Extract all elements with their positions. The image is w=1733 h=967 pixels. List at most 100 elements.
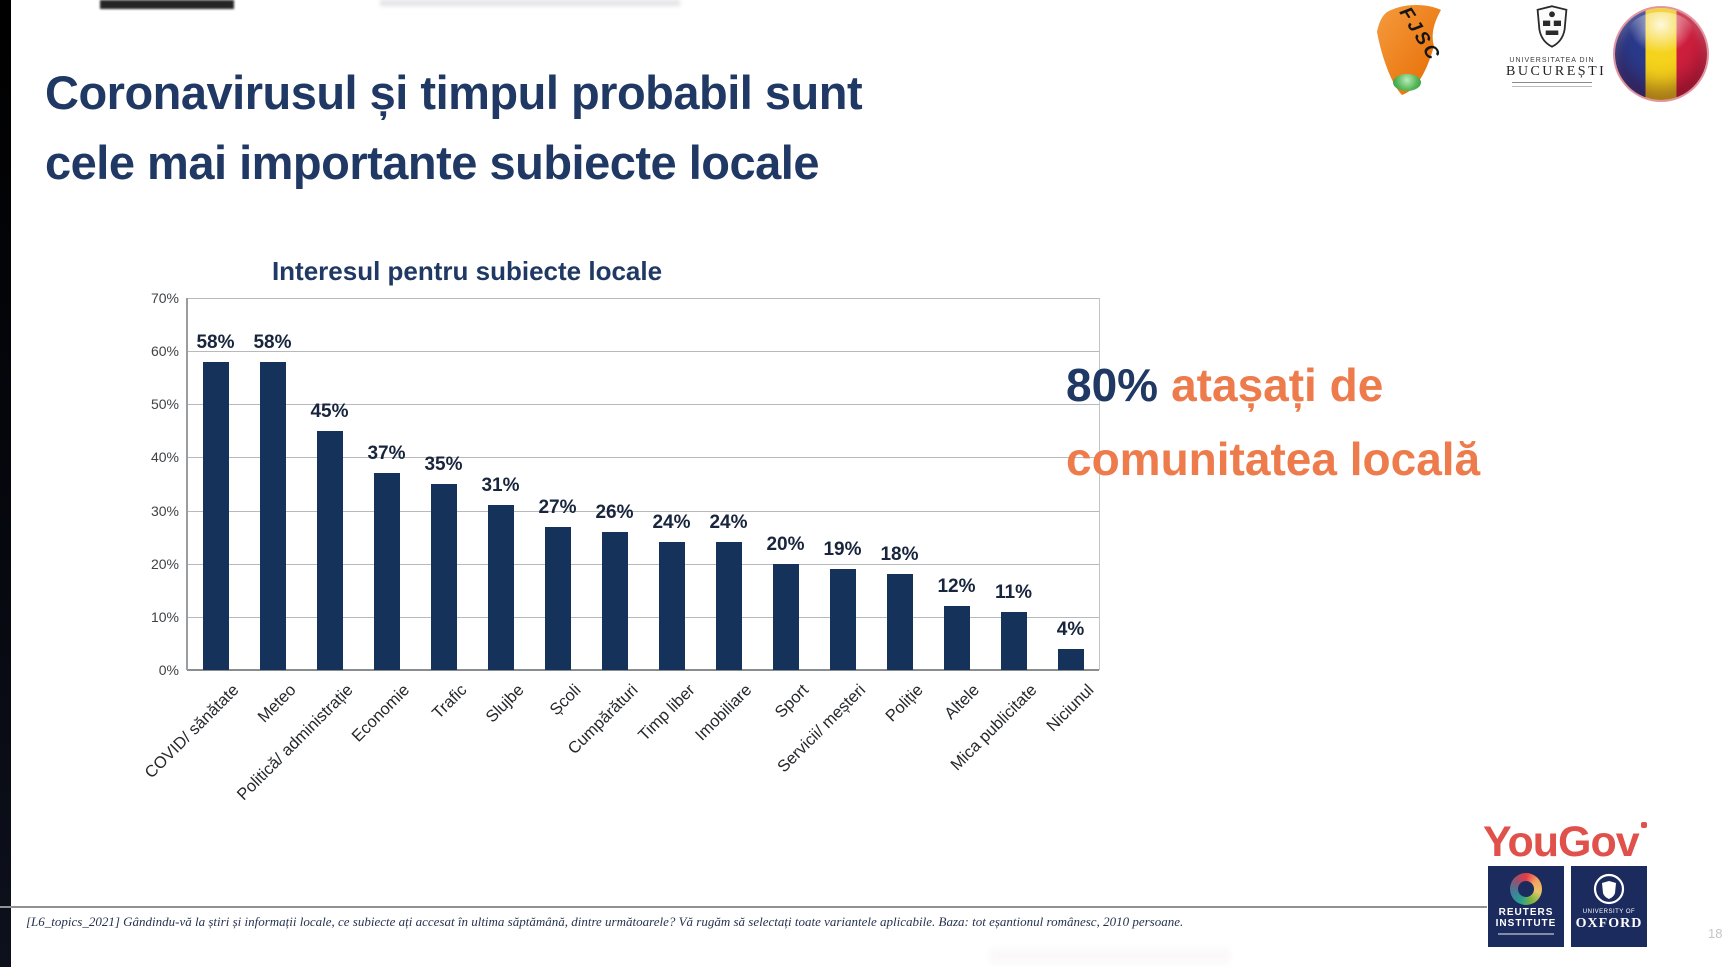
top-edge-artifact: [380, 0, 680, 6]
bar: [715, 542, 742, 670]
value-label: 24%: [652, 512, 691, 534]
value-label: 24%: [709, 512, 748, 534]
yougov-wordmark: YouGov: [1483, 818, 1640, 866]
x-axis-label: Trafic: [428, 681, 471, 723]
reuters-institute-logo: REUTERS INSTITUTE: [1488, 866, 1564, 947]
bar: [886, 574, 913, 670]
bar: [658, 542, 685, 670]
fjsc-green-dot: [1393, 74, 1421, 91]
chart-title: Interesul pentru subiecte locale: [271, 256, 663, 286]
callout-line1: 80% atașați de: [1066, 348, 1480, 422]
bar: [1000, 611, 1027, 670]
value-label: 12%: [937, 576, 976, 598]
yougov-registered-mark: [1640, 822, 1647, 828]
yougov-logo: YouGov: [1483, 818, 1647, 867]
bar: [430, 484, 457, 670]
value-label: 45%: [310, 400, 349, 422]
page-number: 18: [1708, 926, 1723, 941]
university-logo-rule: [1512, 82, 1592, 87]
x-axis-label: Imobiliare: [691, 681, 756, 745]
gridline: [187, 457, 1099, 459]
university-crest-icon: [1536, 5, 1568, 48]
value-label: 31%: [481, 475, 520, 497]
gridline: [187, 298, 1099, 299]
oxford-label-line1: UNIVERSITY OF: [1582, 909, 1636, 915]
slide-title-line1: Coronavirusul și timpul probabil sunt: [45, 66, 863, 119]
x-axis-label: Poliție: [881, 681, 927, 726]
y-axis-line: [186, 298, 188, 670]
bar: [373, 473, 400, 670]
value-label: 19%: [823, 539, 862, 561]
value-label: 35%: [424, 454, 463, 475]
gridline: [187, 563, 1099, 565]
bar: [829, 569, 856, 670]
x-axis-label: Economie: [348, 681, 414, 746]
bar: [544, 526, 571, 670]
value-label: 18%: [880, 544, 919, 566]
x-axis-label: Meteo: [254, 681, 300, 727]
footnote: [L6_topics_2021] Gândindu-vă la știri și…: [26, 914, 1184, 929]
value-label: 11%: [995, 581, 1032, 603]
bar: [772, 563, 799, 670]
university-bucharest-logo: UNIVERSITATEA DIN BUCUREȘTI: [1506, 2, 1607, 94]
y-axis-label: 40%: [150, 449, 179, 466]
callout-percentage: 80%: [1066, 359, 1159, 411]
bar: [943, 606, 970, 670]
bar: [487, 505, 514, 670]
reuters-logo-rule: [1498, 933, 1554, 935]
reuters-globe-icon: [1510, 873, 1542, 905]
top-edge-artifact: [100, 0, 234, 9]
fjsc-flame-shape: [1377, 5, 1441, 95]
callout-text-line1: atașați de: [1171, 359, 1384, 411]
reuters-label-line1: REUTERS: [1498, 907, 1554, 918]
value-label: 37%: [367, 443, 406, 465]
x-axis-line: [187, 669, 1099, 671]
y-axis-label: 20%: [150, 555, 179, 572]
oxford-logo: UNIVERSITY OF OXFORD: [1571, 866, 1647, 947]
value-label: 26%: [595, 501, 634, 523]
gridline: [187, 616, 1099, 618]
bar: [1057, 648, 1084, 670]
value-label: 58%: [196, 331, 235, 353]
y-axis-label: 30%: [150, 502, 179, 519]
bar: [316, 430, 343, 670]
y-axis-label: 10%: [150, 608, 179, 625]
footer-divider: [0, 906, 1487, 908]
value-label: 27%: [538, 496, 577, 518]
y-axis-label: 50%: [150, 396, 179, 413]
value-label: 4%: [1056, 618, 1085, 640]
x-axis-label: Niciunul: [1042, 681, 1098, 736]
x-axis-label: Școli: [546, 681, 585, 720]
callout-text-line2: comunitatea locală: [1066, 433, 1481, 485]
reuters-label-line2: INSTITUTE: [1495, 918, 1557, 929]
gridline: [187, 510, 1099, 512]
x-axis-label: Altele: [941, 681, 984, 723]
y-axis-label: 0%: [158, 662, 179, 678]
gridline: [187, 351, 1099, 353]
value-label: 58%: [253, 331, 292, 353]
slide-title: Coronavirusul și timpul probabil sunt ce…: [45, 58, 863, 198]
bottom-edge-artifact: [990, 948, 1230, 964]
x-axis-label: Slujbe: [482, 681, 528, 727]
university-name-line1: UNIVERSITATEA DIN: [1509, 57, 1595, 64]
callout: 80% atașați de comunitatea locală: [1066, 348, 1480, 496]
university-name-line2: BUCUREȘTI: [1506, 64, 1607, 79]
x-axis-label: Sport: [771, 681, 813, 722]
value-label: 20%: [766, 533, 805, 555]
y-axis-label: 60%: [150, 343, 179, 360]
bar: [601, 531, 628, 670]
gridline: [187, 404, 1099, 406]
plot-right-border: [1099, 298, 1100, 670]
slide-title-line2: cele mai importante subiecte locale: [45, 136, 819, 189]
y-axis-label: 70%: [150, 290, 179, 306]
flag-gloss-highlight: [1627, 11, 1695, 54]
reuters-globe-center: [1518, 881, 1534, 897]
oxford-label-line2: OXFORD: [1575, 916, 1643, 931]
video-edge-artifact: [0, 0, 11, 967]
bar: [259, 361, 286, 670]
bar: [202, 361, 229, 670]
fjsc-logo: FJSC: [1371, 2, 1445, 98]
x-axis-label: Timp liber: [634, 681, 699, 745]
